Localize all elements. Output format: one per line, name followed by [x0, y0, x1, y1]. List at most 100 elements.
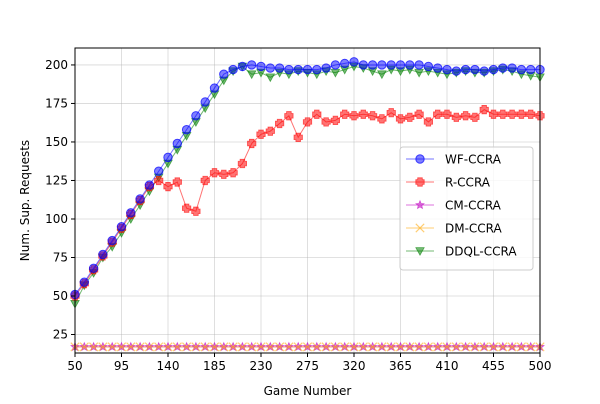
- data-point: [516, 342, 527, 352]
- data-point: [414, 342, 424, 352]
- data-point: [321, 342, 331, 352]
- data-point: [358, 342, 368, 352]
- data-point: [144, 342, 155, 352]
- data-point: [237, 158, 247, 169]
- data-point: [405, 112, 415, 122]
- legend-label: WF-CCRA: [445, 153, 502, 167]
- legend-item: WF-CCRA: [406, 153, 502, 167]
- data-point: [395, 114, 406, 124]
- data-point: [293, 132, 303, 142]
- data-point: [116, 342, 127, 352]
- data-point: [247, 138, 257, 149]
- data-point: [516, 64, 527, 75]
- y-tick-label: 175: [45, 96, 68, 110]
- data-point: [200, 175, 210, 186]
- data-point: [526, 109, 536, 119]
- data-point: [423, 117, 433, 127]
- data-point: [460, 64, 471, 75]
- legend-item: R-CCRA: [406, 176, 491, 190]
- data-point: [135, 194, 145, 204]
- data-point: [172, 138, 183, 149]
- data-point: [79, 342, 89, 352]
- data-point: [367, 342, 378, 352]
- data-point: [98, 249, 108, 260]
- data-point: [163, 152, 173, 163]
- data-point: [256, 342, 266, 352]
- x-tick-label: 275: [296, 359, 319, 373]
- data-point: [368, 111, 378, 121]
- legend-label: DM-CCRA: [445, 222, 503, 236]
- data-point: [349, 342, 359, 352]
- data-point: [460, 342, 471, 352]
- data-point: [247, 60, 257, 70]
- x-tick-label: 455: [482, 359, 505, 373]
- series-wf-ccra: [70, 57, 545, 300]
- legend-label: R-CCRA: [445, 176, 491, 190]
- x-tick-label: 320: [343, 359, 366, 373]
- data-point: [451, 66, 461, 76]
- data-point: [516, 109, 526, 119]
- data-point: [423, 342, 434, 352]
- legend-item: DDQL-CCRA: [406, 245, 517, 259]
- data-point: [386, 60, 396, 70]
- data-point: [470, 342, 480, 352]
- data-point: [228, 342, 238, 352]
- data-point: [377, 70, 387, 80]
- data-point: [526, 64, 536, 75]
- legend-label: CM-CCRA: [445, 199, 502, 213]
- data-point: [209, 168, 220, 178]
- data-point: [312, 64, 322, 75]
- data-point: [237, 61, 248, 72]
- data-point: [321, 117, 331, 127]
- data-point: [488, 64, 499, 75]
- data-point: [395, 60, 406, 70]
- data-point: [256, 61, 266, 72]
- data-point: [405, 60, 415, 70]
- data-point: [219, 69, 229, 79]
- data-point: [312, 342, 322, 352]
- data-point: [209, 83, 220, 93]
- data-point: [526, 342, 536, 352]
- data-point: [144, 180, 155, 190]
- data-point: [302, 342, 313, 352]
- data-point: [415, 177, 425, 187]
- data-point: [88, 342, 99, 352]
- data-point: [200, 97, 210, 107]
- y-tick-label: 100: [45, 212, 68, 226]
- data-point: [415, 223, 425, 233]
- data-point: [340, 109, 350, 119]
- data-point: [312, 109, 322, 119]
- data-point: [321, 63, 331, 73]
- data-point: [498, 342, 508, 352]
- data-point: [470, 112, 480, 122]
- data-point: [498, 63, 508, 73]
- x-tick-label: 50: [67, 359, 82, 373]
- data-point: [181, 124, 192, 135]
- data-point: [433, 109, 443, 119]
- series-layer: [70, 57, 545, 352]
- data-point: [340, 58, 350, 69]
- data-point: [274, 63, 285, 73]
- data-point: [154, 166, 164, 176]
- data-point: [451, 112, 461, 122]
- data-point: [191, 206, 201, 216]
- data-point: [79, 277, 90, 287]
- data-point: [386, 342, 396, 352]
- data-point: [200, 342, 210, 352]
- data-point: [228, 168, 238, 178]
- legend-item: CM-CCRA: [406, 199, 502, 213]
- data-point: [479, 342, 489, 352]
- data-point: [209, 342, 220, 352]
- x-tick-label: 140: [157, 359, 180, 373]
- data-point: [330, 60, 341, 70]
- data-point: [433, 63, 443, 73]
- data-point: [284, 111, 294, 121]
- series-dm-ccra: [70, 342, 545, 352]
- data-point: [172, 177, 182, 187]
- data-point: [498, 109, 508, 119]
- data-point: [265, 73, 276, 83]
- data-point: [415, 154, 425, 164]
- data-point: [284, 64, 294, 75]
- data-point: [182, 203, 192, 213]
